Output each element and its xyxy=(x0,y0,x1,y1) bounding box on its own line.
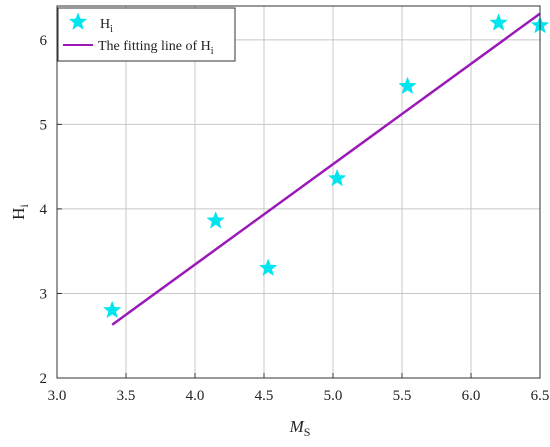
x-tick-label: 6.5 xyxy=(531,388,550,404)
legend-box xyxy=(57,7,236,62)
x-tick-label: 3.5 xyxy=(117,388,136,404)
data-point-star xyxy=(489,13,508,31)
legend-label-fit-subscript: i xyxy=(211,46,214,57)
grid xyxy=(57,6,540,378)
axis-ticks: 3.0 3.5 4.0 4.5 5.0 5.5 6.0 6.5 2 3 4 5 6 xyxy=(40,33,550,404)
x-tick-label: 6.0 xyxy=(462,388,481,404)
legend-star-icon xyxy=(68,12,88,30)
data-point-star xyxy=(206,211,225,229)
y-tick-label: 4 xyxy=(40,202,48,218)
data-point-star xyxy=(258,258,278,276)
legend-label-fit-main: The fitting line of H xyxy=(98,39,211,54)
x-tick-label: 4.5 xyxy=(255,388,274,404)
y-tick-label: 6 xyxy=(40,33,48,49)
plot-area xyxy=(57,6,540,378)
x-tick-label: 5.0 xyxy=(324,388,343,404)
y-tick-label: 5 xyxy=(40,117,48,133)
y-tick-label: 2 xyxy=(40,371,48,387)
x-tick-label: 5.5 xyxy=(393,388,412,404)
x-axis-title-subscript: S xyxy=(304,425,311,439)
y-axis-title-main: H xyxy=(9,208,28,220)
legend-star-marker xyxy=(68,12,88,30)
legend-label-fit: The fitting line of Hi xyxy=(98,39,214,57)
legend-label-points-subscript: i xyxy=(110,24,113,35)
x-tick-label: 4.0 xyxy=(186,388,205,404)
data-point-star xyxy=(327,168,347,187)
x-axis-title: MS xyxy=(289,417,311,439)
legend-label-points: Hi xyxy=(100,17,113,35)
data-point-star xyxy=(398,76,417,95)
plot-series xyxy=(102,12,550,326)
plot-frame xyxy=(56,5,541,379)
y-tick-label: 3 xyxy=(40,286,48,302)
data-point-star xyxy=(102,300,122,319)
y-axis-title-subscript: i xyxy=(17,204,31,208)
fitting-line xyxy=(111,12,541,326)
legend-label-points-main: H xyxy=(100,17,110,32)
x-axis-title-main: M xyxy=(289,417,305,436)
legend: Hi The fitting line of Hi xyxy=(57,7,236,62)
y-axis-title: Hi xyxy=(9,204,31,220)
x-tick-label: 3.0 xyxy=(48,388,67,404)
plot-border xyxy=(56,5,541,379)
